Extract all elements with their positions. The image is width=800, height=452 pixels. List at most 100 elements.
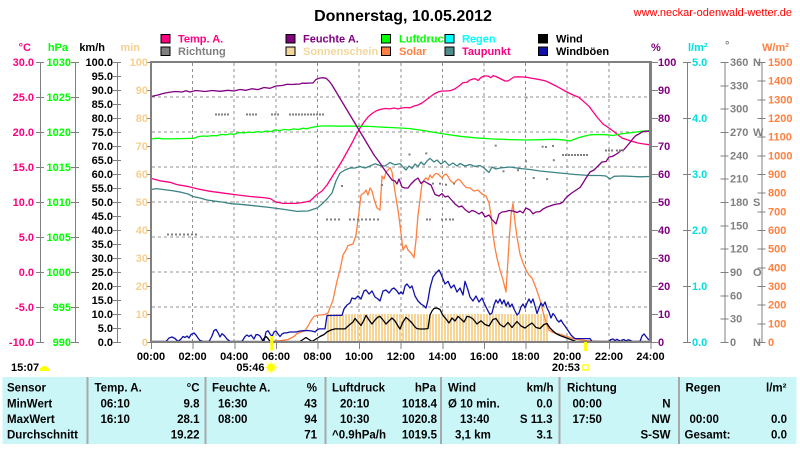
svg-text:100: 100	[768, 318, 786, 330]
svg-text:00:00: 00:00	[137, 351, 165, 363]
svg-text:40.0: 40.0	[92, 225, 113, 237]
svg-text:10.0: 10.0	[92, 309, 113, 321]
svg-text:17:50: 17:50	[573, 414, 602, 426]
svg-text:75.0: 75.0	[92, 127, 113, 139]
svg-text:15.0: 15.0	[13, 162, 34, 174]
svg-text:70: 70	[136, 141, 148, 153]
svg-text:^0.9hPa/h: ^0.9hPa/h	[332, 430, 386, 442]
svg-text:3.1: 3.1	[537, 430, 554, 442]
svg-text:km/h: km/h	[79, 42, 105, 54]
svg-text:1018.4: 1018.4	[402, 398, 438, 410]
svg-text:1300: 1300	[768, 94, 792, 106]
svg-text:km/h: km/h	[527, 383, 554, 395]
svg-text:50.0: 50.0	[92, 197, 113, 209]
svg-text:08:00: 08:00	[303, 351, 331, 363]
svg-text:N: N	[753, 337, 761, 349]
svg-text:Temp. A.: Temp. A.	[95, 383, 142, 395]
svg-text:0: 0	[768, 337, 774, 349]
svg-text:Sensor: Sensor	[7, 383, 47, 395]
svg-text:1400: 1400	[768, 76, 792, 88]
svg-text:W: W	[753, 127, 764, 139]
svg-text:700: 700	[768, 206, 786, 218]
svg-text:150: 150	[730, 220, 748, 232]
svg-text:90.0: 90.0	[92, 85, 113, 97]
svg-text:16:10: 16:10	[101, 414, 130, 426]
svg-text:Taupunkt: Taupunkt	[462, 46, 511, 58]
svg-text:5.0: 5.0	[692, 57, 707, 69]
svg-text:0.0: 0.0	[19, 267, 34, 279]
svg-text:NW: NW	[651, 414, 670, 426]
svg-text:20:00: 20:00	[553, 351, 581, 363]
svg-text:24:00: 24:00	[636, 351, 664, 363]
svg-text:85.0: 85.0	[92, 99, 113, 111]
svg-text:1000: 1000	[47, 267, 71, 279]
svg-text:10: 10	[136, 309, 148, 321]
svg-text:25.0: 25.0	[92, 267, 113, 279]
svg-text:400: 400	[768, 262, 786, 274]
svg-text:25.0: 25.0	[13, 92, 34, 104]
svg-text:1020: 1020	[47, 127, 71, 139]
svg-text:min: min	[120, 42, 140, 54]
svg-text:1000: 1000	[768, 150, 792, 162]
svg-text:1005: 1005	[47, 232, 71, 244]
svg-text:Gesamt:: Gesamt:	[685, 430, 731, 442]
svg-text:Wind: Wind	[556, 34, 583, 46]
svg-text:Feuchte A.: Feuchte A.	[303, 34, 359, 46]
svg-text:15:07: 15:07	[11, 362, 39, 374]
svg-text:Regen: Regen	[686, 383, 721, 395]
svg-text:180: 180	[730, 197, 748, 209]
svg-text:15.0: 15.0	[92, 295, 113, 307]
svg-text:20:53: 20:53	[552, 362, 580, 374]
svg-text:Regen: Regen	[462, 34, 496, 46]
svg-text:71: 71	[304, 430, 317, 442]
svg-text:20.0: 20.0	[92, 281, 113, 293]
svg-text:0.0: 0.0	[537, 398, 553, 410]
svg-text:06:10: 06:10	[101, 398, 130, 410]
svg-text:l/m²: l/m²	[688, 42, 708, 54]
svg-text:43: 43	[304, 398, 317, 410]
svg-text:120: 120	[730, 244, 748, 256]
svg-text:10:30: 10:30	[340, 414, 369, 426]
svg-text:50: 50	[136, 197, 148, 209]
svg-text:240: 240	[730, 150, 748, 162]
svg-text:O: O	[753, 267, 762, 279]
svg-text:1020.8: 1020.8	[402, 414, 438, 426]
svg-text:3.0: 3.0	[692, 169, 707, 181]
svg-text:%: %	[651, 42, 661, 54]
svg-text:5.0: 5.0	[98, 323, 113, 335]
svg-text:3,1 km: 3,1 km	[455, 430, 491, 442]
svg-text:%: %	[307, 383, 317, 395]
svg-text:55.0: 55.0	[92, 183, 113, 195]
svg-text:0: 0	[730, 337, 736, 349]
svg-text:80: 80	[658, 113, 670, 125]
svg-text:1100: 1100	[768, 132, 792, 144]
svg-text:40: 40	[658, 225, 670, 237]
svg-text:100.0: 100.0	[85, 57, 113, 69]
svg-text:0.0: 0.0	[692, 337, 707, 349]
svg-text:Solar: Solar	[399, 46, 427, 58]
svg-text:16:30: 16:30	[218, 398, 247, 410]
svg-text:40: 40	[136, 225, 148, 237]
svg-text:Sonnenschein: Sonnenschein	[303, 46, 378, 58]
svg-text:995: 995	[53, 302, 71, 314]
svg-text:20:10: 20:10	[340, 398, 369, 410]
svg-text:-10.0: -10.0	[9, 337, 34, 349]
svg-text:hPa: hPa	[48, 42, 69, 54]
svg-text:14:00: 14:00	[428, 351, 456, 363]
svg-text:30: 30	[136, 253, 148, 265]
svg-text:28.1: 28.1	[177, 414, 200, 426]
svg-text:l/m²: l/m²	[766, 383, 787, 395]
svg-text:80: 80	[136, 113, 148, 125]
svg-text:S 11.3: S 11.3	[520, 414, 553, 426]
svg-text:00:00: 00:00	[690, 414, 719, 426]
svg-text:20.0: 20.0	[13, 127, 34, 139]
svg-text:Windböen: Windböen	[556, 46, 609, 58]
svg-text:Richtung: Richtung	[567, 383, 617, 395]
svg-text:10: 10	[658, 309, 670, 321]
svg-text:Donnerstag, 10.05.2012: Donnerstag, 10.05.2012	[314, 8, 492, 25]
svg-text:Ø 10 min.: Ø 10 min.	[448, 398, 500, 410]
svg-text:95.0: 95.0	[92, 71, 113, 83]
svg-text:S: S	[753, 197, 760, 209]
svg-text:990: 990	[53, 337, 71, 349]
svg-text:16:00: 16:00	[470, 351, 498, 363]
